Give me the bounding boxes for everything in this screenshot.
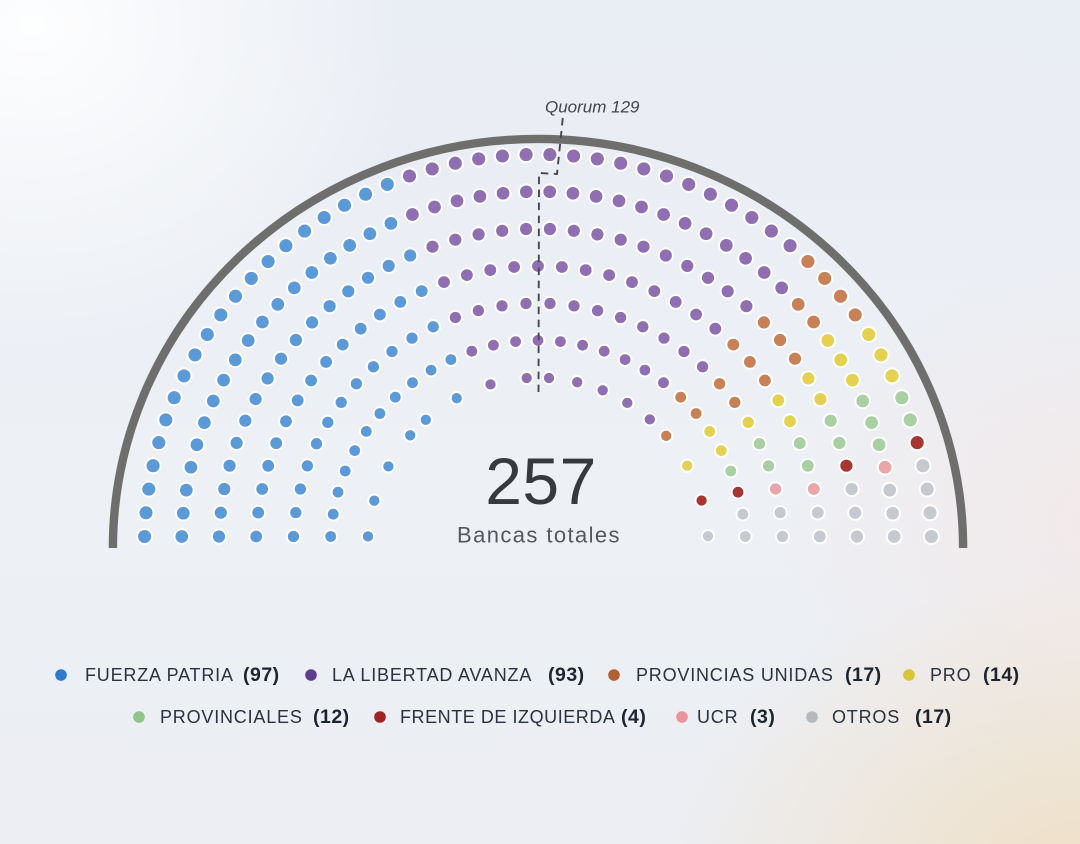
svg-text:(17): (17) bbox=[845, 664, 882, 686]
svg-text:Quorum 129: Quorum 129 bbox=[545, 98, 640, 117]
svg-text:(14): (14) bbox=[983, 664, 1020, 686]
svg-text:(97): (97) bbox=[243, 664, 280, 686]
svg-text:FRENTE DE IZQUIERDA: FRENTE DE IZQUIERDA bbox=[400, 707, 615, 727]
svg-text:OTROS: OTROS bbox=[832, 707, 900, 727]
svg-text:(93): (93) bbox=[548, 664, 585, 686]
svg-text:FUERZA PATRIA: FUERZA PATRIA bbox=[85, 665, 234, 685]
svg-text:UCR: UCR bbox=[697, 707, 738, 727]
svg-text:PRO: PRO bbox=[930, 665, 971, 685]
svg-text:PROVINCIAS UNIDAS: PROVINCIAS UNIDAS bbox=[636, 665, 834, 685]
svg-text:Bancas totales: Bancas totales bbox=[457, 523, 621, 548]
svg-text:(3): (3) bbox=[750, 706, 775, 728]
svg-text:(12): (12) bbox=[313, 706, 350, 728]
svg-text:LA LIBERTAD AVANZA: LA LIBERTAD AVANZA bbox=[332, 665, 532, 685]
svg-text:(17): (17) bbox=[915, 706, 952, 728]
svg-text:(4): (4) bbox=[621, 706, 646, 728]
svg-text:PROVINCIALES: PROVINCIALES bbox=[160, 707, 303, 727]
svg-text:257: 257 bbox=[485, 444, 597, 518]
